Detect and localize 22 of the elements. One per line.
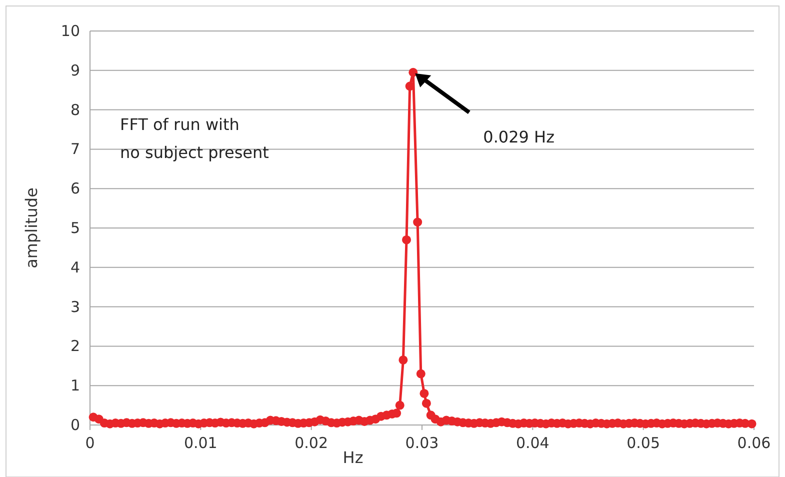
y-tick-label: 1	[70, 376, 80, 395]
x-tick-label: 0.03	[405, 434, 439, 452]
annotation: FFT of run with no subject present	[120, 115, 269, 162]
x-axis-title: Hz	[342, 448, 364, 467]
y-tick-label: 2	[70, 337, 80, 356]
x-tick-label: 0.06	[737, 434, 771, 452]
y-tick-label: 10	[60, 22, 80, 40]
y-tick-label: 4	[70, 258, 80, 276]
y-axis-title: amplitude	[22, 188, 41, 268]
x-tick-label: 0.04	[516, 434, 550, 452]
x-tick-label: 0	[85, 434, 95, 452]
annotation: 0.029 Hz	[483, 127, 554, 146]
y-tick-label: 9	[70, 61, 80, 80]
y-tick-label: 7	[70, 140, 80, 158]
y-tick-label: 3	[70, 298, 80, 316]
x-tick-label: 0.02	[294, 434, 328, 452]
y-tick-label: 0	[70, 416, 80, 434]
x-tick-label: 0.05	[626, 434, 660, 452]
x-tick-label: 0.01	[184, 434, 218, 452]
y-tick-label: 8	[70, 100, 80, 119]
y-tick-label: 6	[70, 180, 80, 198]
y-tick-label: 5	[70, 219, 80, 237]
